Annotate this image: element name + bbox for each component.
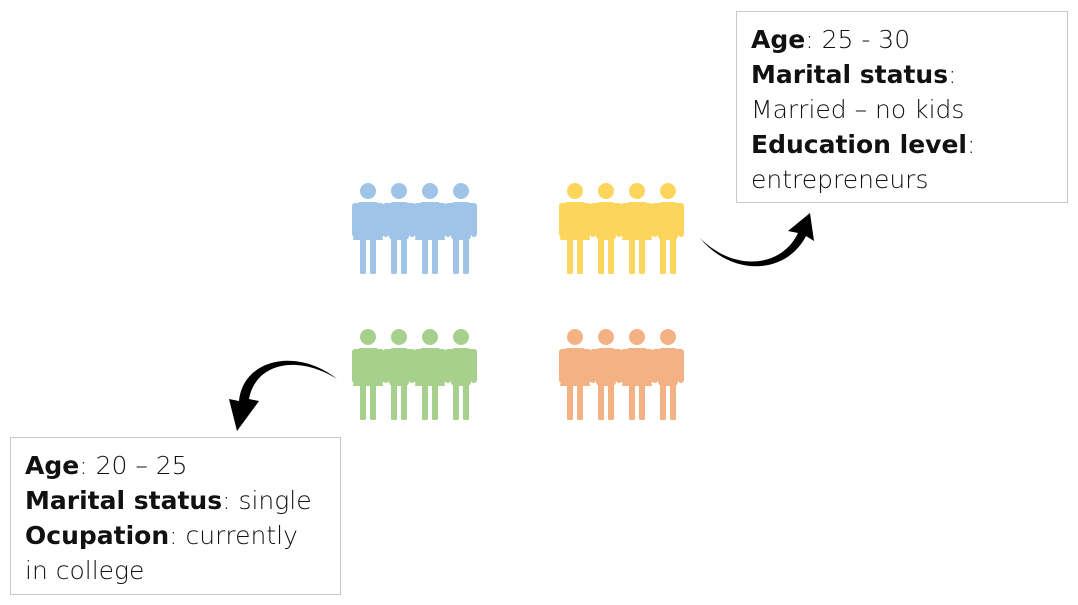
age-label: Age [751,25,806,54]
people-group-icon [559,183,684,274]
marital-status-value: : single [222,486,312,515]
people-group-icon [352,329,477,420]
people-group-orange [553,328,693,420]
education-level-colon: : [967,130,976,159]
marital-status-label: Marital status [25,486,223,515]
persona-info-box-top: Age: 25 - 30 Marital status: Married – n… [736,11,1068,203]
curved-arrow-icon [700,213,814,267]
education-level-value: entrepreneurs [751,165,929,194]
marital-status-label: Marital status [751,60,949,89]
marital-status-value: Married – no kids [751,95,965,124]
people-group-icon [352,183,477,274]
occupation-row: Ocupation: currently [25,518,326,553]
education-level-row: Education level: [751,127,1053,162]
people-group-blue [346,182,486,274]
marital-status-row: Marital status: [751,57,1053,92]
persona-info-box-bottom: Age: 20 – 25 Marital status: single Ocup… [10,437,341,595]
age-label: Age [25,451,80,480]
people-group-yellow [553,182,693,274]
occupation-label: Ocupation [25,521,170,550]
marital-status-colon: : [948,60,957,89]
people-group-green [346,328,486,420]
occupation-value-continued: in college [25,556,145,585]
occupation-value: : currently [169,521,298,550]
curved-arrow-icon [229,360,337,431]
age-value: : 25 - 30 [805,25,911,54]
age-row: Age: 25 - 30 [751,22,1053,57]
age-value: : 20 – 25 [79,451,188,480]
people-group-icon [559,329,684,420]
education-level-label: Education level [751,130,968,159]
marital-status-row: Marital status: single [25,483,326,518]
age-row: Age: 20 – 25 [25,448,326,483]
